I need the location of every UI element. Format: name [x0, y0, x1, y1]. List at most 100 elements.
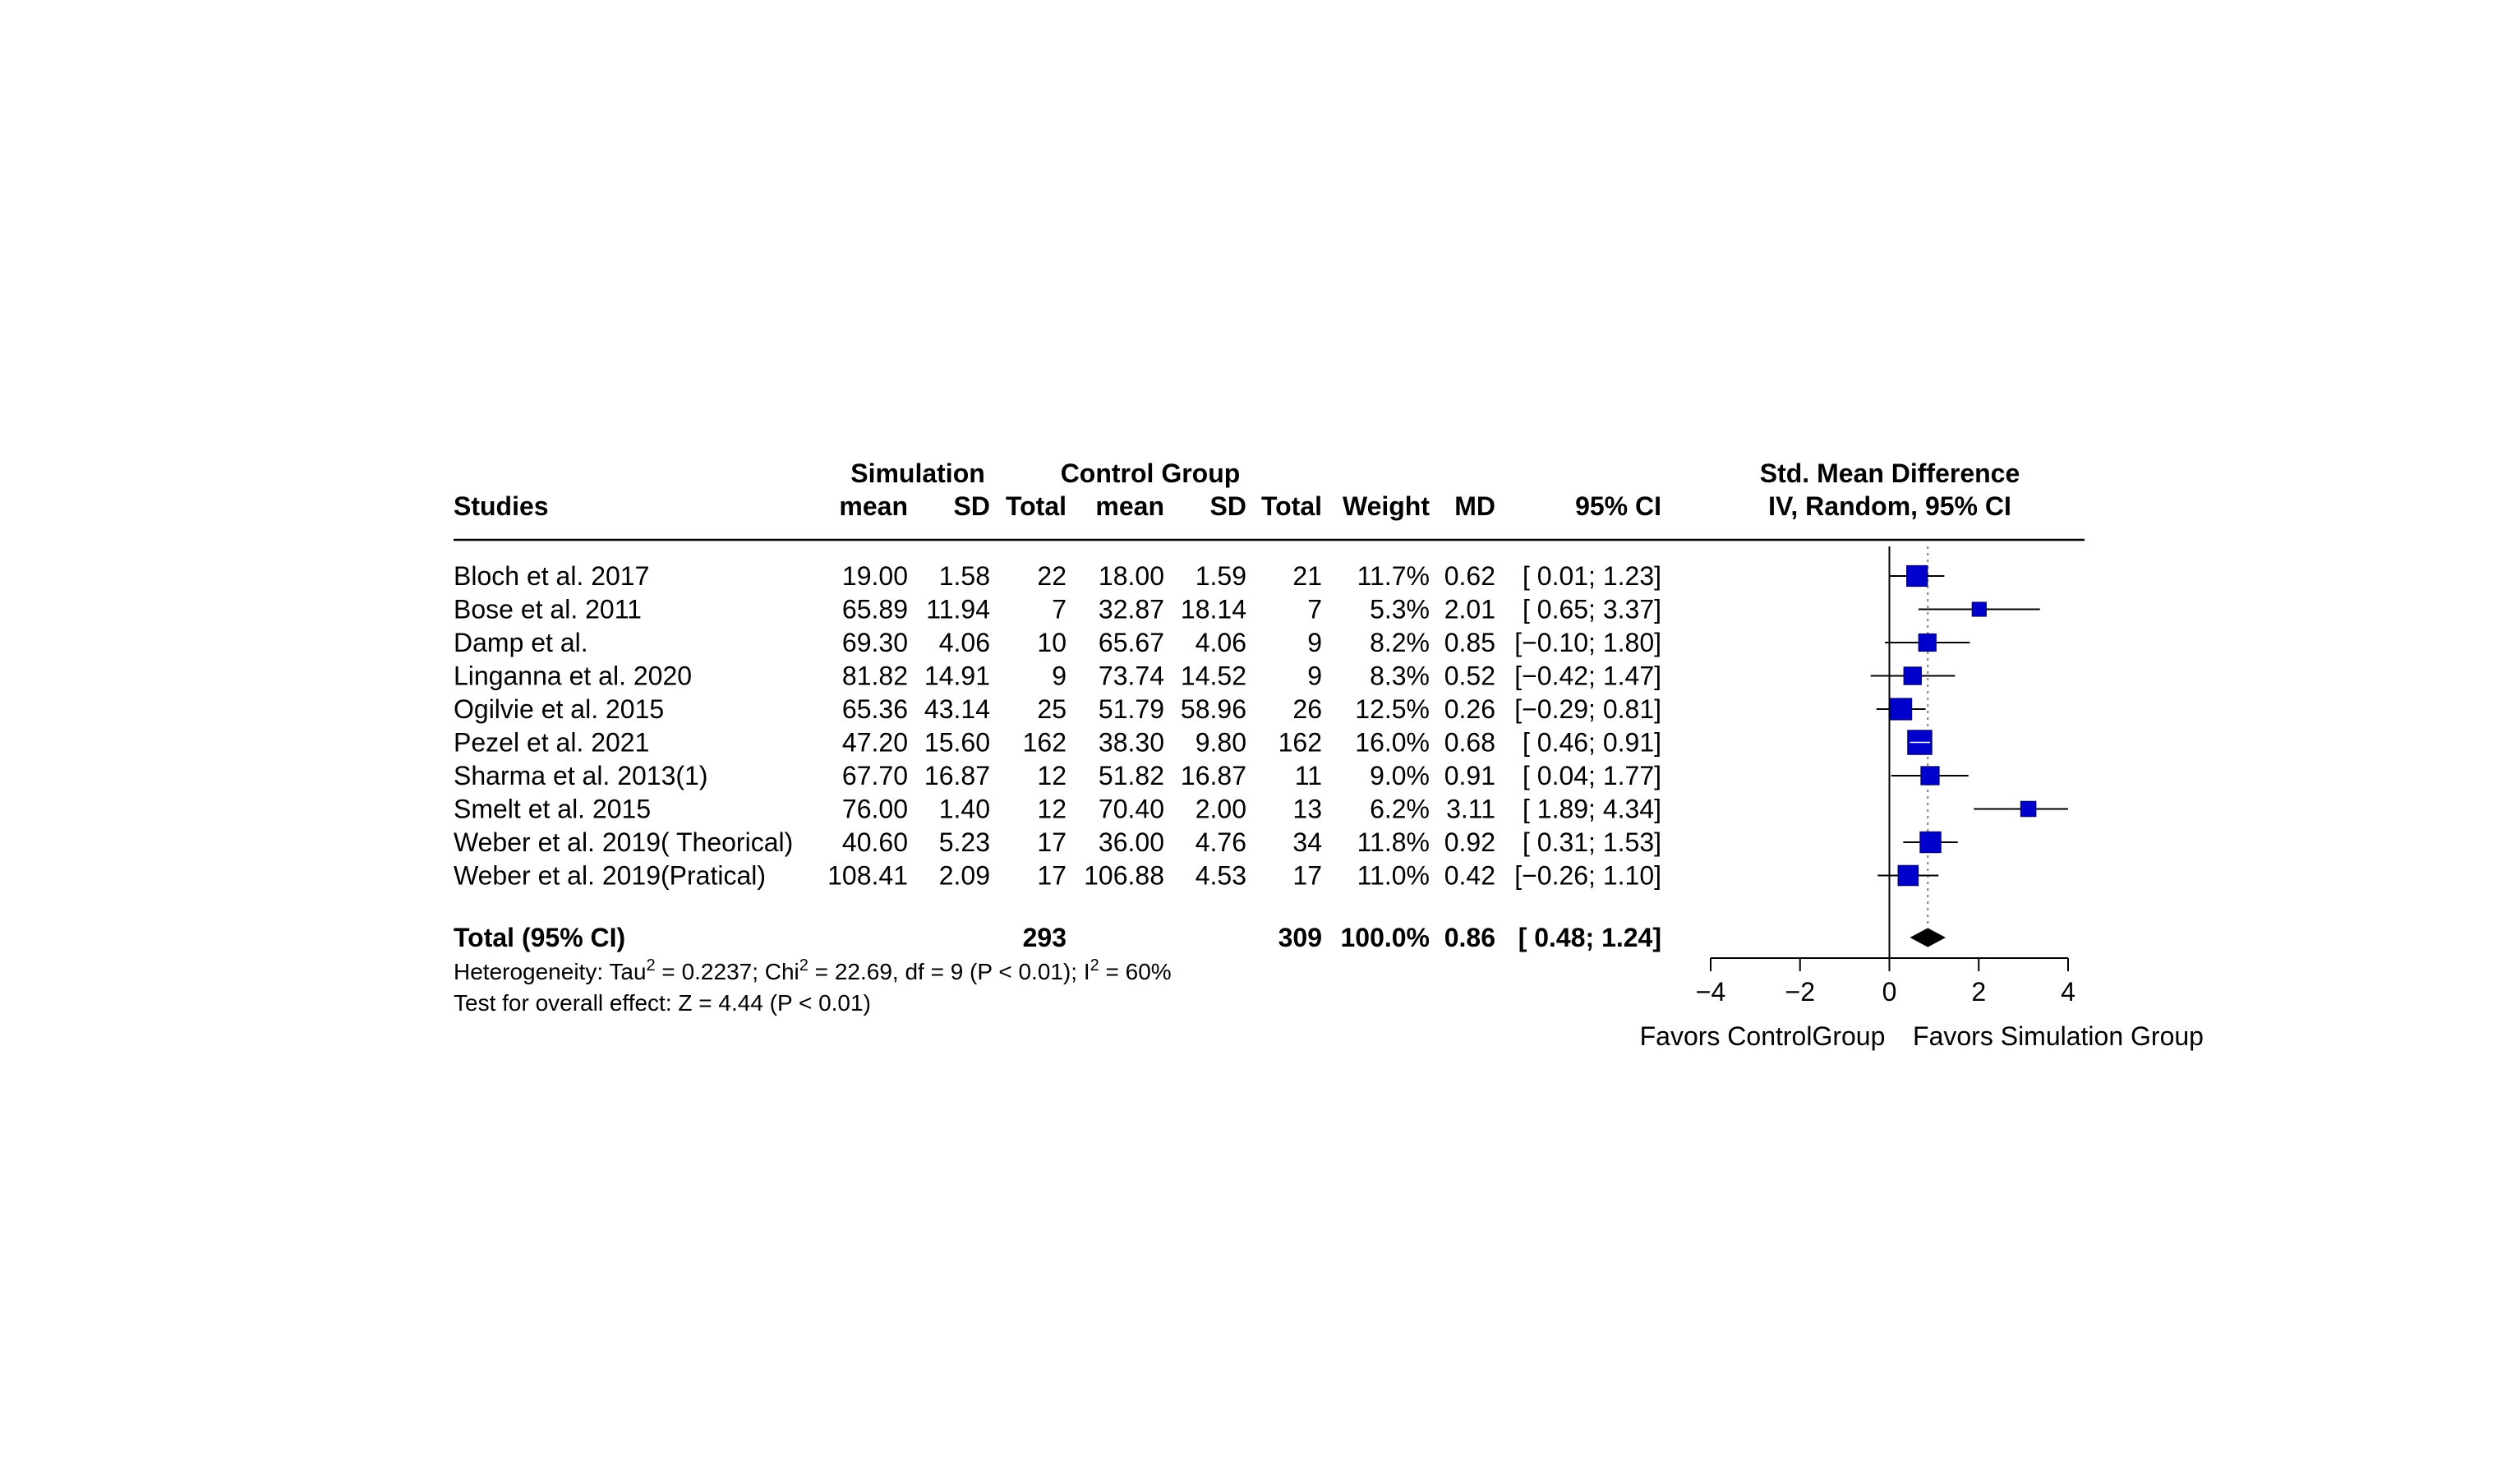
table-row: Pezel et al. 2021 47.20 15.60 162 38.30 9.80 1…	[454, 728, 1661, 758]
total-simulation: 10	[1037, 628, 1067, 657]
ci: [ 0.04; 1.77]	[1523, 761, 1661, 790]
total-simulation: 17	[1037, 827, 1067, 857]
total-control: 26	[1292, 694, 1322, 724]
study-name: Weber et al. 2019( Theorical)	[454, 827, 793, 857]
header-ci: 95% CI	[1575, 491, 1661, 521]
sd-simulation: 14.91	[924, 661, 990, 691]
heterogeneity-text: Heterogeneity: Tau2 = 0.2237; Chi2 = 22.…	[454, 956, 1172, 984]
mean-simulation: 47.20	[842, 728, 908, 758]
header-mean-simulation: mean	[839, 491, 908, 521]
total-simulation: 12	[1037, 795, 1067, 824]
estimate-box	[2020, 800, 2037, 818]
header-weight: Weight	[1343, 491, 1430, 521]
total-simulation: 9	[1052, 661, 1067, 691]
total-md: 0.86	[1444, 923, 1495, 952]
md: 2.01	[1444, 595, 1495, 624]
table-row: Sharma et al. 2013(1) 67.70 16.87 12 51.82 16…	[454, 761, 1661, 790]
header-sd-simulation: SD	[954, 491, 990, 521]
sd-control: 4.06	[1196, 628, 1246, 657]
ci: [−0.10; 1.80]	[1514, 628, 1661, 657]
study-name: Damp et al.	[454, 628, 588, 657]
weight: 9.0%	[1370, 761, 1430, 790]
total-control: 162	[1278, 728, 1322, 758]
total-control: 9	[1307, 661, 1322, 691]
mean-control: 65.67	[1099, 628, 1164, 657]
md: 0.85	[1444, 628, 1495, 657]
ci: [−0.29; 0.81]	[1514, 694, 1661, 724]
mean-control: 51.82	[1099, 761, 1164, 790]
estimate-box	[1920, 766, 1940, 786]
pooled-diamond	[1910, 928, 1946, 947]
mean-control: 70.40	[1099, 795, 1164, 824]
study-name: Bloch et al. 2017	[454, 561, 649, 591]
study-name: Smelt et al. 2015	[454, 795, 651, 824]
sd-control: 14.52	[1181, 661, 1246, 691]
ci: [−0.26; 1.10]	[1514, 861, 1661, 891]
plot-title: Std. Mean Difference	[1760, 459, 2020, 488]
estimate-box	[1906, 564, 1928, 588]
table-row: Weber et al. 2019(Pratical) 108.41 2.09 17 1…	[454, 861, 1661, 891]
table-row: Bose et al. 2011 65.89 11.94 7 32.87 18.14 7 5.…	[454, 595, 1661, 624]
total-control: 11	[1295, 761, 1322, 790]
md: 0.62	[1444, 561, 1495, 591]
x-tick-label: 0	[1882, 977, 1897, 1007]
total-simulation: 162	[1023, 728, 1067, 758]
weight: 5.3%	[1370, 595, 1430, 624]
total-simulation: 25	[1037, 694, 1067, 724]
total-control: 34	[1292, 827, 1322, 857]
md: 0.42	[1444, 861, 1495, 891]
md: 0.26	[1444, 694, 1495, 724]
mean-simulation: 67.70	[842, 761, 908, 790]
sd-simulation: 43.14	[924, 694, 990, 724]
total-control: 21	[1292, 561, 1322, 591]
total-n-simulation: 293	[1023, 923, 1067, 952]
table-row: Bloch et al. 2017 19.00 1.58 22 18.00 1.59 21 1…	[454, 561, 1661, 591]
weight: 8.3%	[1370, 661, 1430, 691]
mean-control: 36.00	[1099, 827, 1164, 857]
ci: [−0.42; 1.47]	[1514, 661, 1661, 691]
sd-control: 16.87	[1181, 761, 1246, 790]
sd-control: 2.00	[1196, 795, 1246, 824]
plot-area	[1870, 546, 2068, 958]
total-simulation: 12	[1037, 761, 1067, 790]
estimate-box	[1919, 831, 1942, 854]
x-axis: −4 −2 0 2 4	[1696, 957, 2075, 1007]
study-rows: Bloch et al. 2017 19.00 1.58 22 18.00 1.59 21 1…	[454, 561, 1661, 891]
sd-simulation: 16.87	[924, 761, 990, 790]
sd-control: 4.53	[1196, 861, 1246, 891]
header-group-simulation: Simulation	[850, 459, 985, 488]
weight: 8.2%	[1370, 628, 1430, 657]
sd-simulation: 4.06	[939, 628, 990, 657]
plot-subtitle: IV, Random, 95% CI	[1768, 491, 2011, 521]
total-n-control: 309	[1278, 923, 1322, 952]
mean-simulation: 65.89	[842, 595, 908, 624]
mean-control: 51.79	[1099, 694, 1164, 724]
total-weight: 100.0%	[1340, 923, 1430, 952]
ci: [ 0.01; 1.23]	[1523, 561, 1661, 591]
table-row: Weber et al. 2019( Theorical) 40.60 5.23 17…	[454, 827, 1661, 857]
estimate-box	[1918, 633, 1937, 652]
study-name: Ogilvie et al. 2015	[454, 694, 664, 724]
study-name: Sharma et al. 2013(1)	[454, 761, 708, 790]
sd-control: 4.76	[1196, 827, 1246, 857]
header-studies: Studies	[454, 491, 549, 521]
mean-simulation: 76.00	[842, 795, 908, 824]
sd-control: 1.59	[1196, 561, 1246, 591]
weight: 11.7%	[1357, 561, 1430, 591]
md: 0.92	[1444, 827, 1495, 857]
mean-simulation: 19.00	[842, 561, 908, 591]
sd-simulation: 15.60	[924, 728, 990, 758]
ci: [ 1.89; 4.34]	[1523, 795, 1661, 824]
md: 0.52	[1444, 661, 1495, 691]
x-tick-label: −2	[1785, 977, 1815, 1007]
sd-simulation: 1.40	[939, 795, 990, 824]
study-name: Weber et al. 2019(Pratical)	[454, 861, 766, 891]
mean-control: 18.00	[1099, 561, 1164, 591]
study-name: Bose et al. 2011	[454, 595, 642, 624]
study-name: Pezel et al. 2021	[454, 728, 649, 758]
md: 3.11	[1446, 795, 1495, 824]
header-total-simulation: Total	[1006, 491, 1067, 521]
header-total-control: Total	[1261, 491, 1322, 521]
sd-simulation: 2.09	[939, 861, 990, 891]
